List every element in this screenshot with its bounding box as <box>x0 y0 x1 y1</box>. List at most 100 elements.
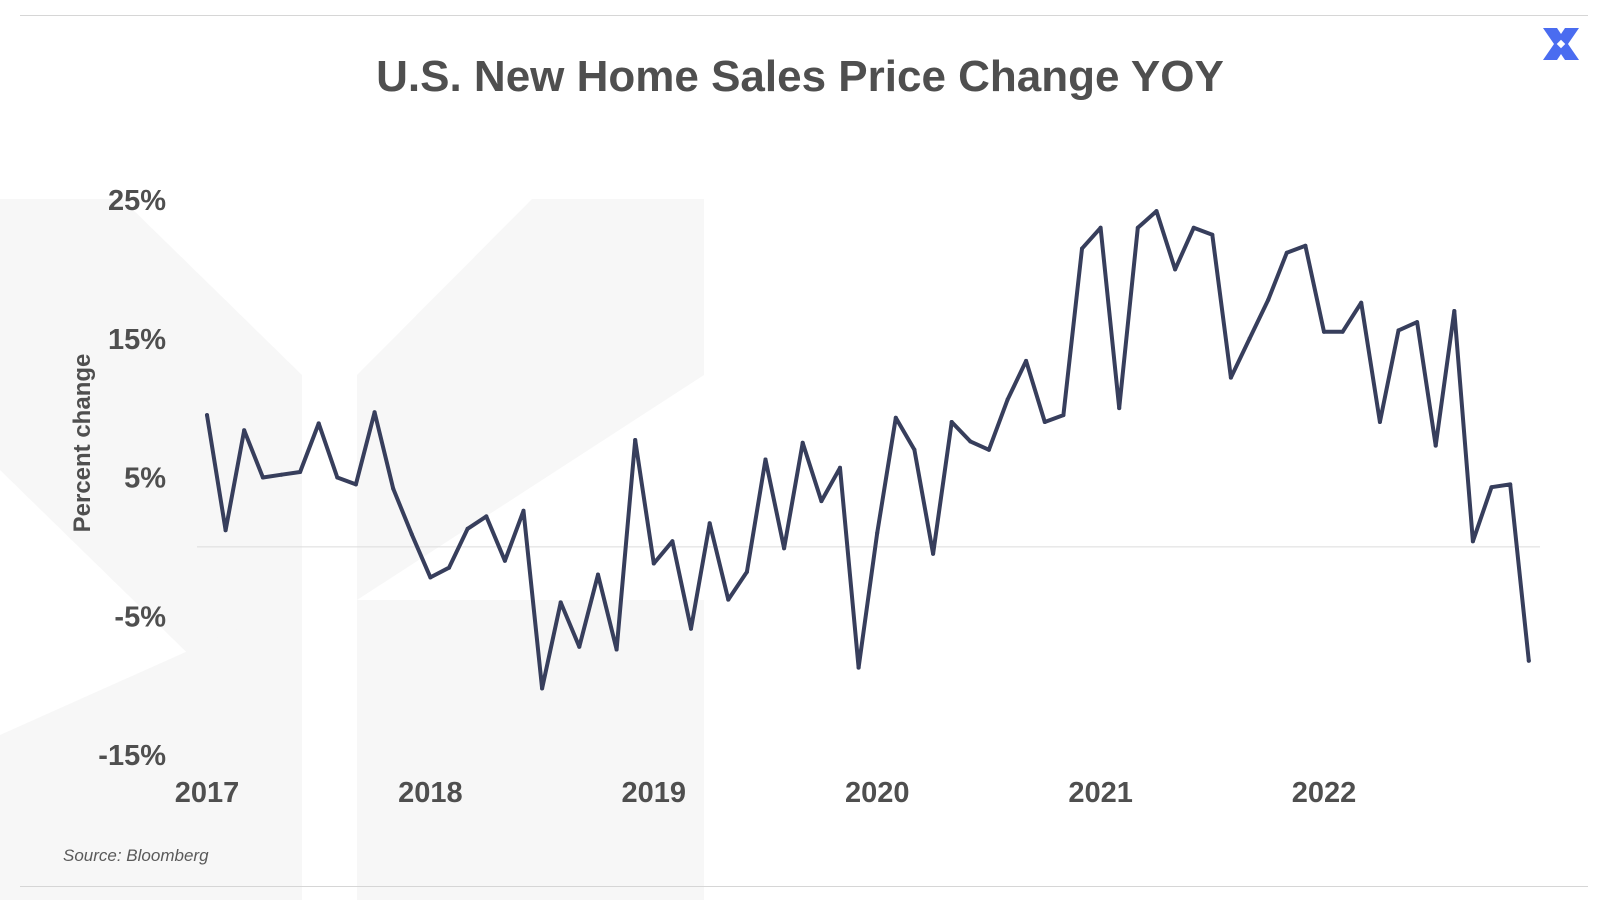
x-tick-label: 2022 <box>1292 777 1357 809</box>
data-point <box>1415 320 1420 325</box>
data-point <box>558 600 563 605</box>
data-point <box>633 438 638 442</box>
data-point <box>1228 375 1233 380</box>
top-divider <box>20 15 1588 16</box>
data-point <box>838 465 842 470</box>
data-point <box>521 508 526 513</box>
data-point <box>1061 413 1066 418</box>
data-point <box>1377 420 1382 424</box>
data-point <box>391 486 396 491</box>
y-tick-label: -15% <box>98 740 166 772</box>
data-point <box>242 428 247 433</box>
data-point <box>1210 232 1215 237</box>
data-point <box>353 482 358 487</box>
data-point <box>931 551 936 556</box>
data-point <box>893 415 898 420</box>
data-point <box>726 597 731 602</box>
data-point <box>1080 246 1084 251</box>
data-point <box>1284 250 1289 255</box>
x-tick-label: 2019 <box>622 777 687 809</box>
data-point <box>651 561 656 566</box>
y-tick-label: 15% <box>108 324 166 356</box>
data-point <box>1526 658 1531 663</box>
data-point <box>763 457 768 462</box>
y-tick-label: 5% <box>124 463 166 495</box>
data-point <box>223 528 228 533</box>
data-point <box>986 447 991 452</box>
data-point <box>577 644 582 649</box>
data-point <box>968 439 973 444</box>
x-tick-label: 2021 <box>1068 777 1133 809</box>
data-point <box>484 514 489 519</box>
y-tick-label: -5% <box>114 601 166 633</box>
data-point <box>744 569 749 574</box>
data-point <box>447 565 451 570</box>
x-tick-label: 2017 <box>175 777 240 809</box>
y-axis-ticks: 25% 15% 5% -5% -15% <box>98 185 166 772</box>
chart-title: U.S. New Home Sales Price Change YOY <box>376 52 1224 101</box>
y-axis-label: Percent change <box>69 354 96 533</box>
data-point <box>1173 267 1178 272</box>
data-point <box>614 647 619 652</box>
data-point <box>1470 539 1475 544</box>
data-point <box>1024 358 1029 363</box>
x-tick-label: 2020 <box>845 777 910 809</box>
data-point <box>707 521 712 526</box>
data-point <box>1303 243 1308 248</box>
data-point <box>205 413 209 418</box>
data-point <box>260 475 265 480</box>
data-point <box>1117 406 1122 411</box>
data-point <box>540 686 545 691</box>
data-point <box>1266 297 1271 302</box>
data-point <box>502 558 507 563</box>
x-brand-logo-icon <box>1543 28 1579 60</box>
data-point <box>1508 482 1513 487</box>
data-point <box>465 526 470 531</box>
data-point <box>316 421 321 426</box>
data-point <box>782 546 787 551</box>
data-point <box>689 626 693 631</box>
series-points <box>205 209 1531 691</box>
watermark-shape <box>357 600 704 900</box>
x-axis-ticks: 2017 2018 2019 2020 2021 2022 <box>175 777 1357 809</box>
data-point <box>335 475 340 480</box>
watermark-shape <box>357 199 704 600</box>
x-tick-label: 2018 <box>398 777 463 809</box>
y-tick-label: 25% <box>108 185 166 217</box>
data-point <box>1489 485 1494 490</box>
data-point <box>372 410 377 415</box>
data-point <box>670 539 675 544</box>
data-point <box>1098 225 1103 230</box>
x-watermark-icon <box>0 199 704 900</box>
watermark-shape <box>0 600 302 900</box>
data-point <box>912 447 917 452</box>
data-point <box>949 420 954 424</box>
data-point <box>1247 336 1252 341</box>
data-point <box>596 572 600 577</box>
data-point <box>1433 443 1438 448</box>
data-point <box>1042 420 1047 424</box>
data-point <box>1135 225 1140 230</box>
data-point <box>1452 309 1457 313</box>
watermark-shape <box>0 199 302 765</box>
data-point <box>1396 328 1401 333</box>
data-point <box>279 472 284 477</box>
data-point <box>428 575 433 580</box>
data-point <box>875 531 880 535</box>
data-point <box>1154 209 1159 214</box>
data-point <box>1340 329 1345 334</box>
data-point <box>1005 397 1010 402</box>
bottom-divider <box>20 886 1588 887</box>
data-point <box>1359 300 1364 305</box>
data-point <box>1322 329 1326 334</box>
data-point <box>819 499 824 504</box>
data-point <box>298 470 303 474</box>
series-line <box>205 209 1531 691</box>
data-point <box>409 532 414 537</box>
data-point <box>1191 225 1196 230</box>
source-note: Source: Bloomberg <box>63 846 209 865</box>
data-point <box>856 665 861 670</box>
data-point <box>800 440 805 445</box>
